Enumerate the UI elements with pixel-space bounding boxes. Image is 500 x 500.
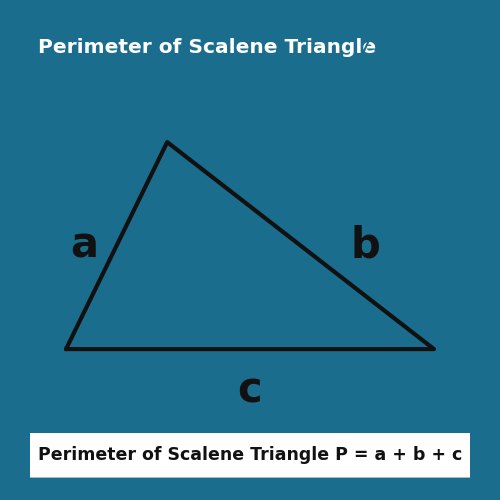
Text: Olympiads: Olympiads bbox=[422, 56, 463, 66]
Text: b: b bbox=[350, 224, 380, 266]
Text: Perimeter of Scalene Triangle: Perimeter of Scalene Triangle bbox=[38, 38, 376, 57]
Text: a: a bbox=[70, 224, 99, 266]
Text: c: c bbox=[238, 370, 262, 412]
Text: CREST: CREST bbox=[418, 33, 478, 51]
FancyBboxPatch shape bbox=[12, 430, 488, 480]
FancyBboxPatch shape bbox=[0, 16, 338, 78]
Text: Perimeter of Scalene Triangle P = a + b + c: Perimeter of Scalene Triangle P = a + b … bbox=[38, 446, 462, 464]
